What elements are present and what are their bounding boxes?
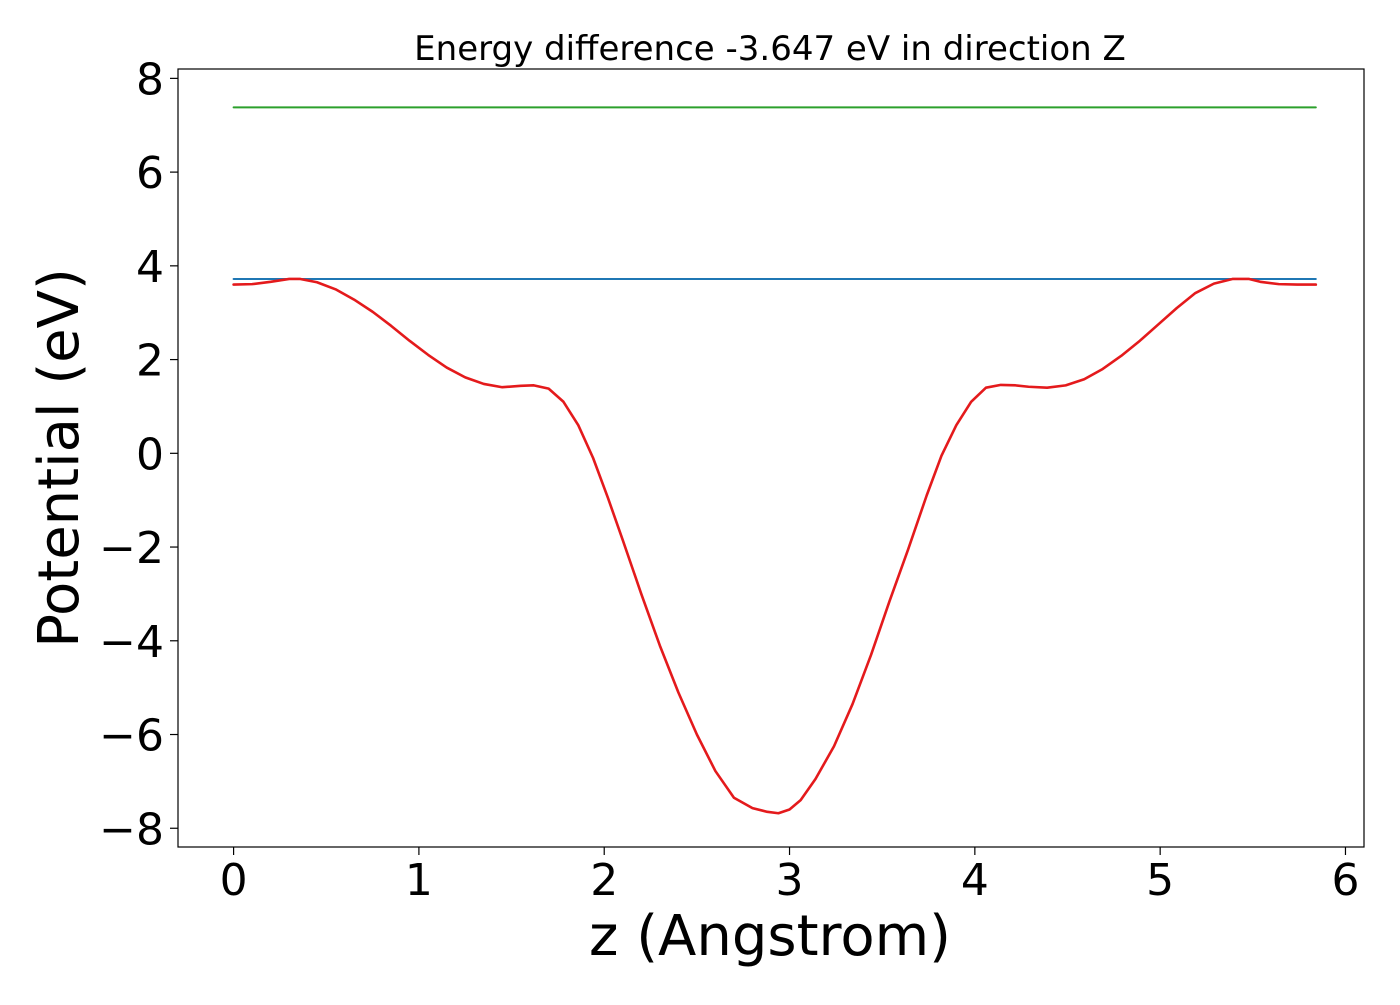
y-axis-ticks: −8 −6 −4 −2 0 2 4 6 8 xyxy=(99,54,178,855)
y-tick-label: −4 xyxy=(99,617,164,668)
x-tick-label: 5 xyxy=(1146,855,1174,906)
y-tick-label: 4 xyxy=(136,242,164,293)
y-tick-label: 6 xyxy=(136,148,164,199)
y-tick-label: −6 xyxy=(99,711,164,762)
x-axis-label: z (Angstrom) xyxy=(589,904,951,969)
series-line-3 xyxy=(232,277,1318,815)
y-axis-label: Potential (eV) xyxy=(27,268,92,648)
series-layer xyxy=(232,106,1318,815)
x-tick-label: 3 xyxy=(776,855,804,906)
chart-title: Energy difference -3.647 eV in direction… xyxy=(414,29,1126,69)
x-axis-ticks: 0 1 2 3 4 5 6 xyxy=(220,847,1359,906)
x-tick-label: 6 xyxy=(1331,855,1359,906)
plot-frame xyxy=(177,68,1365,848)
y-tick-label: 2 xyxy=(136,336,164,387)
x-tick-label: 1 xyxy=(405,855,433,906)
x-tick-label: 0 xyxy=(220,855,248,906)
x-tick-label: 2 xyxy=(590,855,618,906)
y-tick-label: 0 xyxy=(136,429,164,480)
y-tick-label: 8 xyxy=(136,54,164,105)
x-tick-label: 4 xyxy=(961,855,989,906)
y-tick-label: −2 xyxy=(99,523,164,574)
y-tick-label: −8 xyxy=(99,804,164,855)
